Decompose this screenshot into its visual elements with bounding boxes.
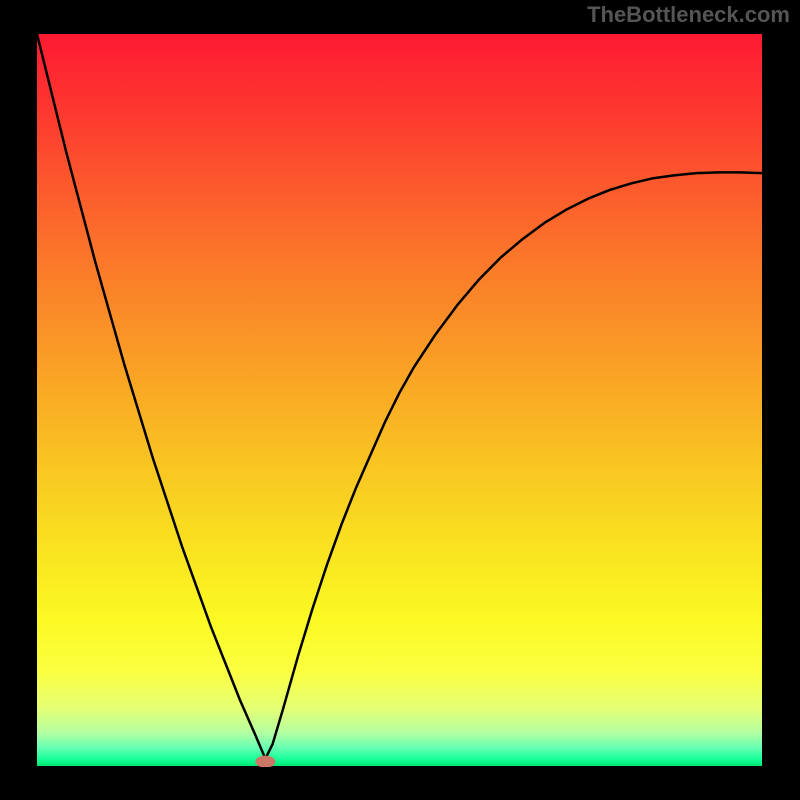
chart-svg (0, 0, 800, 800)
gradient-background (37, 34, 762, 766)
watermark-text: TheBottleneck.com (587, 2, 790, 28)
chart-container: TheBottleneck.com (0, 0, 800, 800)
minimum-marker (255, 756, 275, 768)
